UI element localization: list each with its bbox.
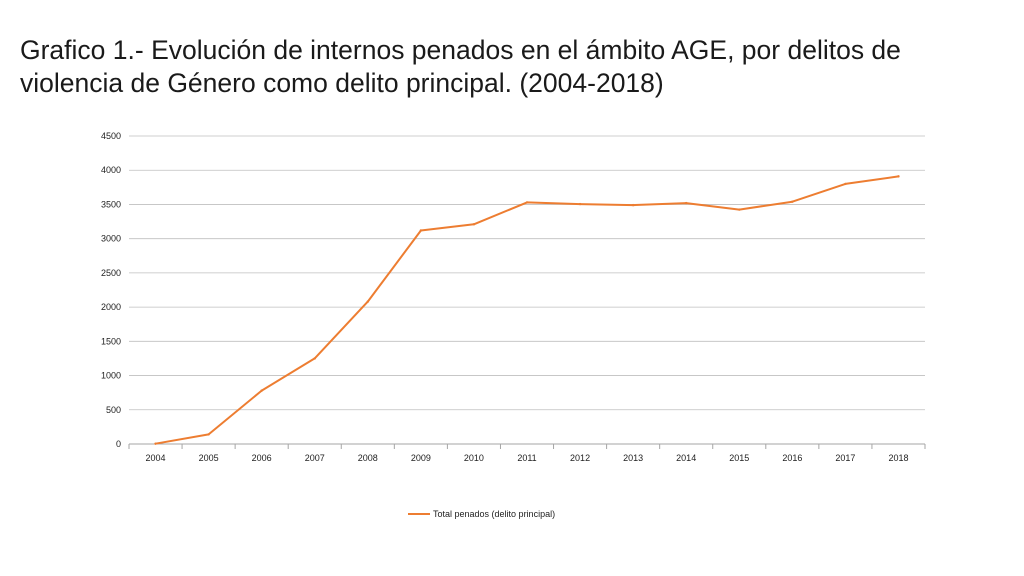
- slide-title: Grafico 1.- Evolución de internos penado…: [20, 35, 901, 98]
- data-point: [685, 201, 688, 205]
- series-group: [154, 175, 900, 445]
- x-tick-label: 2014: [676, 453, 696, 463]
- x-tick-label: 2015: [729, 453, 749, 463]
- x-tick-label: 2013: [623, 453, 643, 463]
- y-tick-label: 2500: [101, 268, 121, 278]
- x-tick-label: 2011: [517, 453, 536, 463]
- y-tick-label: 3000: [101, 234, 121, 244]
- data-point: [631, 203, 635, 207]
- x-axis: [128, 443, 926, 449]
- series-line: [154, 175, 900, 445]
- y-tick-label: 1000: [101, 371, 121, 381]
- data-point: [154, 442, 157, 445]
- x-tick-label: 2008: [358, 453, 378, 463]
- data-point: [366, 300, 369, 303]
- data-point: [313, 357, 316, 360]
- gridlines: [129, 135, 925, 411]
- x-tick-label: 2009: [411, 453, 431, 463]
- data-point: [844, 182, 847, 186]
- legend: Total penados (delito principal): [408, 509, 555, 519]
- data-point: [791, 200, 794, 203]
- x-tick-label: 2005: [199, 453, 219, 463]
- x-tick-label: 2012: [570, 453, 590, 463]
- y-tick-label: 2000: [101, 302, 121, 312]
- data-point: [260, 389, 263, 392]
- data-point: [897, 175, 900, 178]
- y-tick-label: 3500: [101, 199, 121, 209]
- y-tick-label: 4500: [101, 131, 121, 141]
- legend-label: Total penados (delito principal): [433, 509, 555, 519]
- x-tick-label: 2004: [146, 453, 166, 463]
- data-point: [525, 201, 529, 204]
- x-tick-label: 2006: [252, 453, 272, 463]
- y-tick-label: 0: [116, 439, 121, 449]
- y-axis-tick-labels: 0 500 1000 1500 2000 2500 3000 3500 4000 4500: [101, 131, 121, 449]
- y-tick-label: 1500: [101, 336, 121, 346]
- x-axis-tick-labels: 2004 2005 2006 2007 2008 2009 2010 2011 2012 2013…: [146, 453, 909, 463]
- x-tick-label: 2016: [782, 453, 802, 463]
- x-tick-label: 2010: [464, 453, 484, 463]
- data-point: [578, 202, 582, 206]
- x-tick-label: 2017: [835, 453, 855, 463]
- x-tick-label: 2007: [305, 453, 325, 463]
- x-tick-label: 2018: [888, 453, 908, 463]
- y-tick-label: 500: [106, 405, 121, 415]
- data-point: [738, 208, 741, 211]
- data-point: [207, 433, 210, 436]
- data-point: [419, 229, 423, 232]
- data-point: [472, 223, 476, 226]
- y-tick-label: 4000: [101, 165, 121, 175]
